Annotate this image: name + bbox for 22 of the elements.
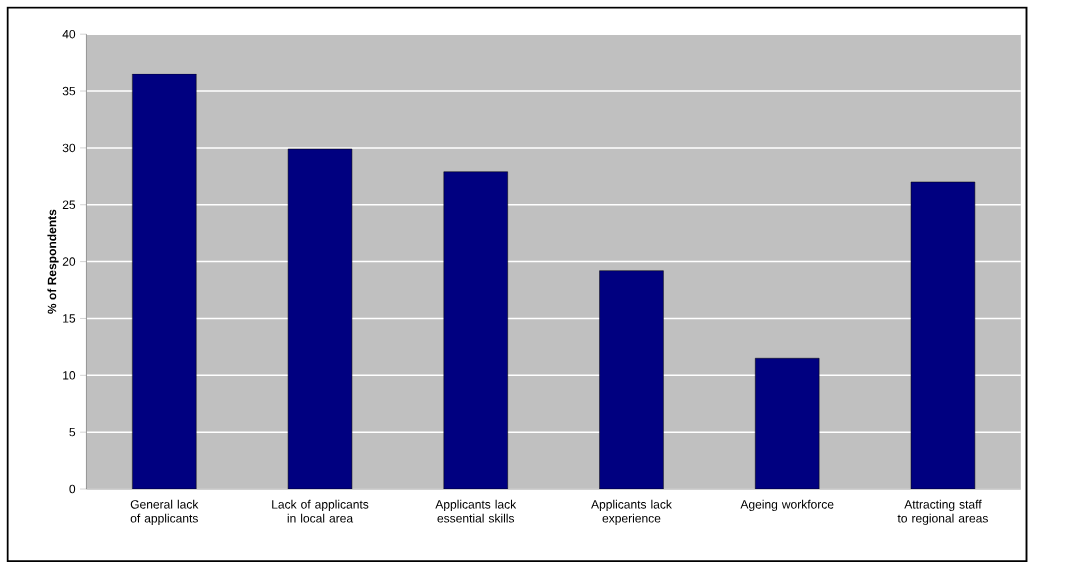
y-tick-label: 35 bbox=[62, 86, 76, 96]
x-tick-label: Attracting staff to regional areas bbox=[897, 499, 988, 525]
y-tick-label: 15 bbox=[63, 314, 76, 323]
bar bbox=[132, 73, 197, 489]
x-tick-label: Applicants lack essential skills bbox=[435, 499, 517, 523]
bar bbox=[910, 181, 976, 489]
bar bbox=[287, 148, 353, 489]
y-tick-label: 0 bbox=[69, 484, 76, 494]
y-tick-label: 40 bbox=[62, 29, 76, 39]
bar bbox=[755, 357, 820, 489]
x-tick-label: Ageing workforce bbox=[740, 499, 834, 511]
bar bbox=[599, 270, 664, 489]
y-tick-label: 20 bbox=[62, 257, 76, 266]
y-tick-label: 30 bbox=[62, 143, 76, 153]
y-axis-title: % of Respondents bbox=[47, 209, 59, 314]
y-tick-label: 10 bbox=[63, 370, 76, 380]
x-tick-label: Applicants lack experience bbox=[591, 499, 672, 525]
y-tick-label: 5 bbox=[69, 427, 76, 437]
x-tick-label: Lack of applicants in local area bbox=[272, 499, 369, 523]
x-tick-label: General lack of applicants bbox=[130, 499, 199, 525]
y-tick-label: 25 bbox=[62, 200, 76, 209]
bar bbox=[443, 171, 508, 489]
